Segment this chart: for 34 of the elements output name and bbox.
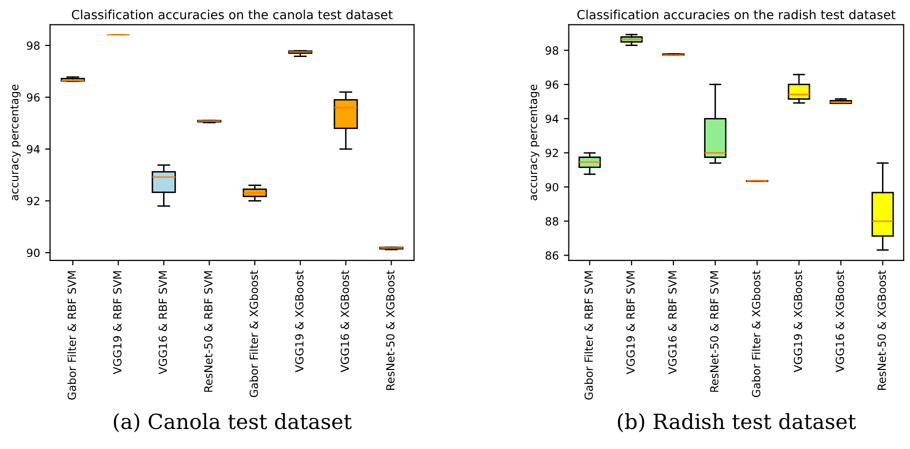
y-tick-label: 96 [546, 80, 558, 89]
y-tick-label: 98 [26, 41, 40, 50]
text: (b) Radish test dataset [618, 413, 856, 432]
y-tick-label: 86 [546, 251, 558, 260]
x-tick-label: Gabor Filter & XGboost [752, 270, 760, 398]
x-tick-label: VGG16 & RBF SVM [158, 271, 168, 374]
y-tick-label: 90 [26, 248, 40, 258]
chart-title: Classification accuracies on the radish test dataset [577, 10, 896, 20]
x-tick-label: ResNet-50 & RBF SVM [710, 271, 718, 392]
y-axis-title: accuracy percentage [10, 84, 21, 200]
x-tick-label: ResNet-50 & RBF SVM [204, 271, 213, 392]
x-tick-label: VGG16 & RBF SVM [668, 271, 677, 374]
x-tick-label: Gabor Filter & RBF SVM [584, 271, 593, 400]
x-tick-label: Gabor Filter & RBF SVM [67, 271, 76, 400]
y-tick-label: 88 [546, 217, 558, 226]
y-axis-title: accuracy percentage [529, 84, 540, 200]
x-tick-label: Gabor Filter & XGboost [249, 270, 258, 398]
chart-title: Classification accuracies on the canola test dataset [72, 10, 393, 20]
y-tick-label: 94 [546, 114, 558, 124]
y-tick-label: 90 [546, 182, 558, 192]
y-tick-label: 98 [546, 46, 558, 55]
x-tick-label: VGG19 & RBF SVM [626, 271, 635, 374]
x-tick-label: VGG16 & XGBoost [836, 270, 844, 372]
x-tick-label: VGG19 & RBF SVM [113, 271, 122, 374]
y-tick-label: 92 [26, 196, 40, 206]
x-tick-label: ResNet-50 & XGBoost [878, 270, 886, 390]
y-tick-label: 92 [546, 148, 558, 158]
x-tick-label: VGG19 & XGBoost [295, 270, 304, 372]
y-tick-label: 96 [26, 93, 40, 102]
y-tick-label: 94 [26, 145, 40, 154]
x-tick-label: ResNet-50 & XGBoost [386, 270, 395, 390]
x-tick-label: VGG16 & XGBoost [340, 270, 350, 372]
text: (a) Canola test dataset [114, 413, 352, 432]
x-tick-label: VGG19 & XGBoost [794, 270, 802, 372]
